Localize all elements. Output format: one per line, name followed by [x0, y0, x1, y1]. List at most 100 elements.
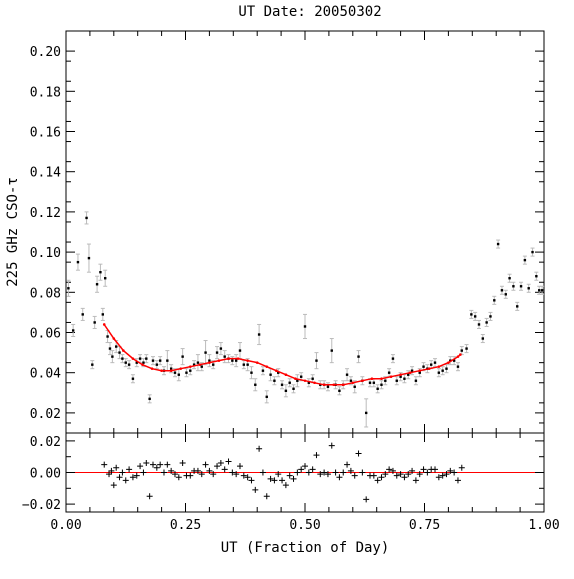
data-point — [376, 387, 379, 390]
fit-line-point — [246, 359, 249, 362]
data-point — [99, 271, 102, 274]
data-point — [196, 361, 200, 364]
residual-y-tick-label: 0.02 — [30, 435, 61, 450]
data-point — [391, 357, 395, 360]
residual-point — [355, 450, 362, 457]
residual-point — [259, 469, 266, 476]
residual-point — [397, 471, 404, 478]
residual-point — [214, 463, 221, 470]
residual-point — [153, 464, 160, 471]
data-point — [87, 256, 91, 260]
data-point — [166, 359, 169, 362]
residual-point — [175, 474, 182, 481]
data-point — [368, 381, 372, 384]
data-point — [76, 260, 80, 264]
fit-line-point — [227, 357, 230, 360]
residual-point — [321, 469, 328, 476]
data-point — [181, 355, 184, 358]
residual-point — [126, 466, 133, 473]
error-bars — [66, 211, 545, 428]
fit-line-point — [459, 353, 462, 356]
data-point — [387, 371, 391, 374]
x-tick-label: 0.25 — [170, 518, 201, 533]
y-tick-label: 0.18 — [30, 85, 61, 100]
data-point — [265, 395, 268, 399]
x-tick-label: 1.00 — [528, 518, 559, 533]
x-tick-label: 0.50 — [289, 518, 320, 533]
residual-point — [317, 471, 324, 478]
fit-line-point — [456, 355, 460, 358]
fit-line-point — [399, 373, 402, 377]
data-point — [106, 335, 109, 338]
y-axis-label: 225 GHz CSO-τ — [5, 177, 21, 287]
residual-point — [443, 471, 450, 478]
data-point — [460, 349, 463, 352]
residual-point — [351, 472, 358, 479]
data-point — [277, 371, 280, 374]
data-point — [516, 305, 519, 308]
residual-point — [435, 474, 442, 481]
y-tick-label: 0.12 — [30, 206, 61, 221]
data-point — [445, 367, 448, 370]
residual-point — [279, 477, 286, 484]
data-point — [441, 369, 444, 372]
residual-point — [110, 482, 117, 489]
residual-point — [179, 460, 186, 467]
y-tick-label: 0.08 — [30, 286, 61, 301]
data-point — [538, 289, 541, 292]
data-point — [67, 287, 70, 290]
data-point — [238, 349, 242, 352]
data-point — [215, 351, 219, 354]
data-point — [114, 345, 118, 348]
fit-line-point — [427, 367, 431, 370]
data-point — [121, 357, 124, 360]
residual-point — [363, 496, 370, 503]
data-point — [280, 383, 284, 386]
data-point — [433, 361, 437, 364]
residual-point — [133, 472, 140, 479]
residual-point — [424, 469, 431, 476]
data-point — [399, 375, 402, 378]
data-point — [410, 369, 414, 372]
residual-point — [405, 471, 412, 478]
data-point — [71, 329, 75, 332]
fit-line-dots — [102, 323, 462, 387]
residual-point — [113, 464, 120, 471]
y-tick-label: 0.02 — [30, 407, 61, 422]
data-point — [380, 383, 383, 386]
data-point — [242, 363, 246, 366]
fit-line-point — [131, 357, 135, 360]
residual-y-tick-label: 0.00 — [30, 467, 61, 482]
data-point — [118, 351, 121, 354]
residual-point — [210, 471, 217, 478]
residual-point — [332, 469, 339, 476]
fit-line-point — [255, 361, 259, 364]
residual-point — [286, 472, 293, 479]
residual-y-tick-label: −0.02 — [22, 498, 61, 513]
fit-line-point — [208, 361, 211, 364]
residual-point — [198, 471, 205, 478]
data-point — [145, 357, 148, 360]
fit-line-point — [341, 383, 345, 387]
x-tick-label: 0.75 — [409, 518, 440, 533]
data-point — [158, 359, 162, 362]
data-point — [349, 379, 353, 382]
fit-line-point — [275, 369, 278, 372]
data-point — [338, 389, 341, 392]
residual-point — [160, 469, 167, 476]
residual-point — [282, 482, 289, 489]
fit-line-point — [217, 359, 221, 362]
residual-point — [168, 467, 175, 474]
data-point — [311, 377, 314, 380]
data-point — [465, 347, 468, 350]
data-point — [288, 381, 291, 384]
residual-point — [157, 461, 164, 468]
residual-points — [101, 442, 465, 503]
fit-line — [103, 324, 461, 386]
residual-point — [294, 469, 301, 476]
data-point — [353, 385, 356, 388]
fit-line-point — [179, 367, 183, 370]
data-point — [284, 389, 288, 392]
residual-point — [420, 466, 427, 473]
fit-line-point — [141, 363, 144, 366]
